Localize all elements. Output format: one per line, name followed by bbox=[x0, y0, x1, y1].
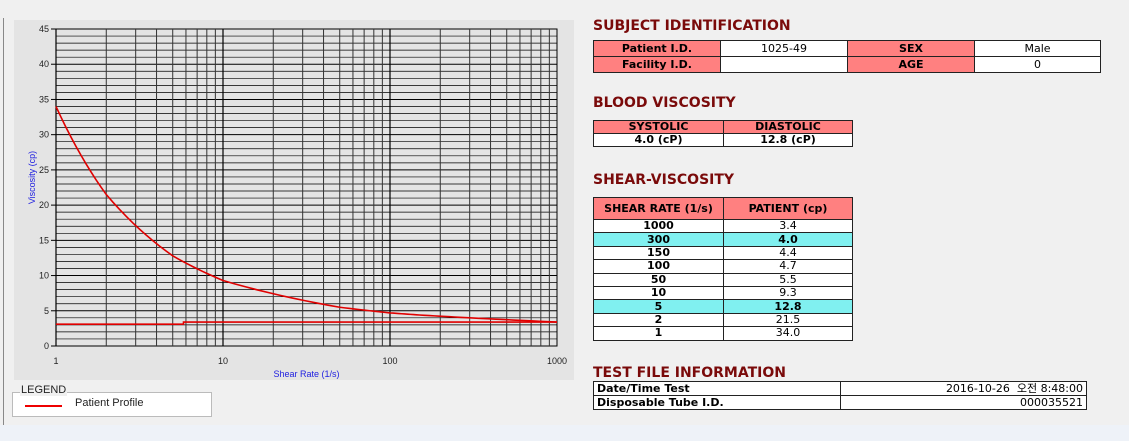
tube-value: 000035521 bbox=[840, 395, 1087, 410]
y-tick-label: 40 bbox=[39, 59, 49, 69]
date-label: Date/Time Test bbox=[593, 381, 841, 396]
diastolic-label: DIASTOLIC bbox=[723, 120, 853, 134]
date-value: 2016-10-26 오전 8:48:00 bbox=[840, 381, 1087, 396]
patient-cell: 12.8 bbox=[723, 299, 853, 314]
sex-value: Male bbox=[974, 40, 1101, 57]
y-tick-label: 25 bbox=[39, 165, 49, 175]
shear-row: 1 34.0 bbox=[593, 326, 853, 341]
y-tick-label: 5 bbox=[44, 306, 49, 316]
y-tick-label: 30 bbox=[39, 130, 49, 140]
x-tick-label: 10 bbox=[218, 356, 228, 366]
shear-row: 50 5.5 bbox=[593, 272, 853, 287]
patient-cell: 3.4 bbox=[723, 218, 853, 234]
testfile-title: TEST FILE INFORMATION bbox=[593, 365, 786, 381]
shear-rate-cell: 5 bbox=[593, 299, 724, 314]
subject-title: SUBJECT IDENTIFICATION bbox=[593, 18, 791, 34]
y-tick-label: 15 bbox=[39, 235, 49, 245]
panel-border bbox=[3, 18, 4, 425]
systolic-label: SYSTOLIC bbox=[593, 120, 724, 134]
legend-title: LEGEND bbox=[20, 384, 68, 396]
patient-cell: 21.5 bbox=[723, 312, 853, 328]
plot-area bbox=[55, 28, 558, 347]
x-tick-label: 1000 bbox=[547, 356, 567, 366]
shear-row: 300 4.0 bbox=[593, 232, 853, 247]
x-tick-label: 100 bbox=[382, 356, 397, 366]
viscosity-chart: 0 5 10 15 20 25 30 35 40 45 1 10 100 1000 Shear Rate (… bbox=[27, 24, 567, 379]
age-label: AGE bbox=[847, 56, 975, 73]
tube-label: Disposable Tube I.D. bbox=[593, 395, 841, 410]
facility-label: Facility I.D. bbox=[593, 56, 721, 73]
shear-row: 5 12.8 bbox=[593, 299, 853, 314]
shear-rate-cell: 150 bbox=[593, 245, 724, 261]
legend-line-swatch bbox=[25, 405, 62, 407]
shear-rate-cell: 10 bbox=[593, 285, 724, 301]
y-axis-label: Viscosity (cp) bbox=[27, 151, 37, 204]
patient-cell: 9.3 bbox=[723, 285, 853, 301]
shear-rate-cell: 300 bbox=[593, 232, 724, 247]
shear-row: 1000 3.4 bbox=[593, 218, 853, 234]
shear-row: 100 4.7 bbox=[593, 259, 853, 274]
shear-rate-header: SHEAR RATE (1/s) bbox=[593, 197, 724, 220]
shear-rate-cell: 50 bbox=[593, 272, 724, 287]
diastolic-value: 12.8 (cP) bbox=[723, 133, 853, 147]
y-tick-label: 20 bbox=[39, 200, 49, 210]
systolic-value: 4.0 (cP) bbox=[593, 133, 724, 147]
sex-label: SEX bbox=[847, 40, 975, 57]
testfile-table: Date/Time Test 2016-10-26 오전 8:48:00 Disp… bbox=[593, 381, 1087, 410]
patient-cell: 4.7 bbox=[723, 259, 853, 274]
shear-title: SHEAR-VISCOSITY bbox=[593, 172, 735, 188]
series-line-2 bbox=[56, 321, 557, 325]
shear-rate-cell: 2 bbox=[593, 312, 724, 328]
shear-table: SHEAR RATE (1/s) PATIENT (cp) 1000 3.4 300 4… bbox=[593, 197, 853, 341]
shear-row: 150 4.4 bbox=[593, 245, 853, 261]
facility-value bbox=[720, 56, 848, 73]
x-axis-label: Shear Rate (1/s) bbox=[273, 369, 339, 379]
patient-cell: 4.0 bbox=[723, 232, 853, 247]
blood-table: SYSTOLIC DIASTOLIC 4.0 (cP) 12.8 (cP) bbox=[593, 120, 853, 147]
y-tick-label: 0 bbox=[44, 341, 49, 351]
y-tick-label: 35 bbox=[39, 94, 49, 104]
patient-cell: 5.5 bbox=[723, 272, 853, 287]
shear-rate-cell: 1 bbox=[593, 326, 724, 341]
shear-rate-cell: 100 bbox=[593, 259, 724, 274]
blood-title: BLOOD VISCOSITY bbox=[593, 95, 736, 111]
y-tick-label: 45 bbox=[39, 24, 49, 34]
series-line-1 bbox=[55, 106, 558, 323]
age-value: 0 bbox=[974, 56, 1101, 73]
patient-id-label: Patient I.D. bbox=[593, 40, 721, 57]
patient-cell: 4.4 bbox=[723, 245, 853, 261]
shear-row: 10 9.3 bbox=[593, 285, 853, 301]
y-tick-label: 10 bbox=[39, 271, 49, 281]
patient-cell: 34.0 bbox=[723, 326, 853, 341]
shear-rate-cell: 1000 bbox=[593, 218, 724, 234]
subject-table: Patient I.D. 1025-49 SEX Male Facility I.D.… bbox=[593, 40, 1101, 73]
status-strip bbox=[0, 425, 1129, 441]
patient-header: PATIENT (cp) bbox=[723, 197, 853, 220]
shear-row: 2 21.5 bbox=[593, 312, 853, 328]
x-tick-label: 1 bbox=[53, 356, 58, 366]
legend-entry: Patient Profile bbox=[75, 397, 144, 409]
patient-id-value: 1025-49 bbox=[720, 40, 848, 57]
legend: LEGEND Patient Profile bbox=[12, 384, 212, 417]
